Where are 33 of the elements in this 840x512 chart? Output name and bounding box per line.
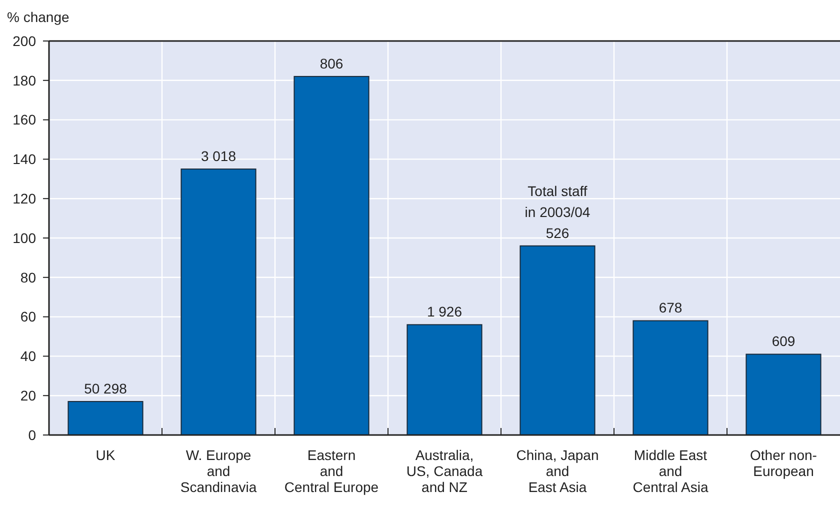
x-tick-label: UK (96, 447, 116, 463)
x-tick-label: Middle East and Central Asia (632, 447, 708, 495)
annotation: 678 (658, 300, 682, 316)
annotation: 50 298 (84, 380, 128, 397)
y-tick-label: 160 (12, 112, 36, 128)
y-tick-label: 120 (12, 190, 36, 206)
y-tick-label: 200 (12, 32, 36, 49)
y-axis-title: % change (7, 9, 70, 25)
y-tick-label: 20 (20, 388, 36, 404)
y-tick-label: 60 (20, 308, 36, 325)
y-tick-label: 140 (12, 151, 36, 168)
x-tick-label: China, Japan and East Asia (516, 447, 599, 495)
x-tick-label: W. Europe and Scandinavia (180, 447, 257, 495)
bar (746, 354, 822, 436)
bar (68, 401, 144, 436)
y-tick-label: 40 (20, 348, 36, 364)
annotation: 1 926 (426, 304, 462, 320)
y-tick-label: 80 (20, 269, 36, 286)
bar (180, 168, 256, 436)
annotation: 806 (320, 55, 344, 72)
y-tick-label: 100 (12, 230, 36, 246)
bar (406, 324, 482, 436)
y-tick-label: 180 (12, 72, 36, 88)
y-tick-label: 0 (28, 426, 36, 443)
x-tick-label: Australia, US, Canada and NZ (406, 447, 483, 495)
annotation: 3 018 (200, 148, 236, 164)
x-tick-label: Other non- European (750, 447, 818, 479)
bar (632, 320, 708, 436)
bar (294, 76, 370, 436)
bar (520, 245, 596, 436)
annotation: 609 (772, 333, 796, 350)
x-tick-label: Eastern and Central Europe (284, 447, 379, 495)
annotation: Total staff in 2003/04 526 (524, 182, 590, 241)
